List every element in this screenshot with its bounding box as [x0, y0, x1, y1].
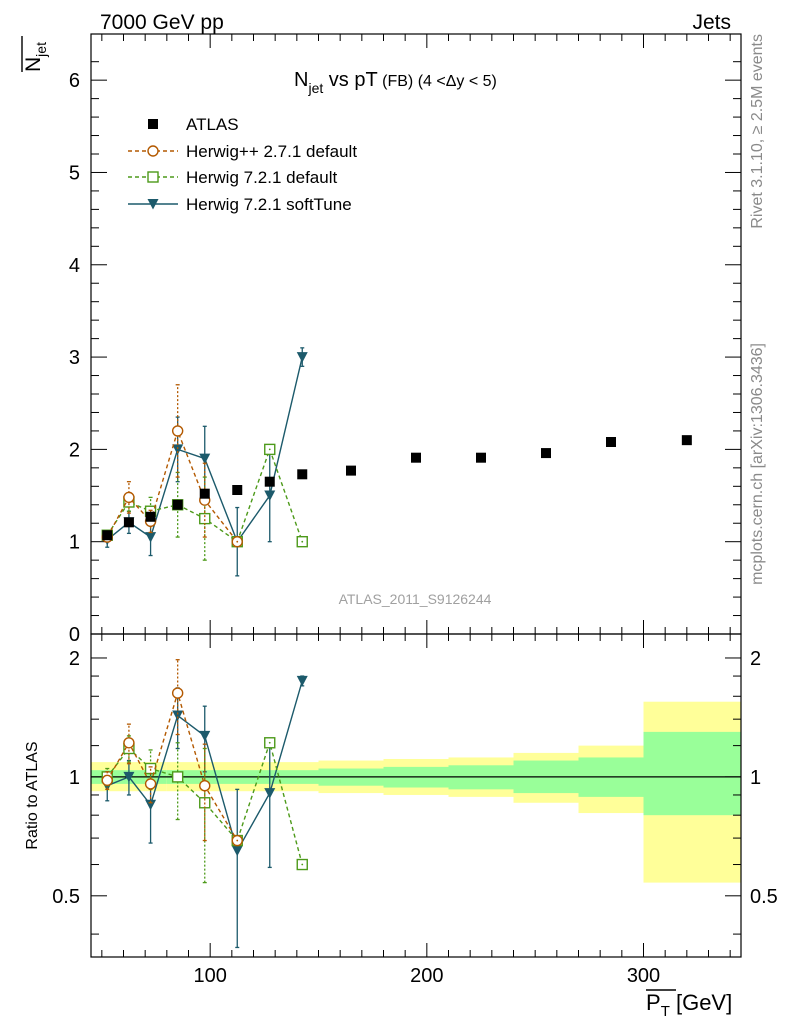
legend-label-1: Herwig++ 2.7.1 default — [186, 142, 357, 161]
main-series-1-center-dot — [236, 540, 239, 543]
main-series-0-point — [123, 517, 134, 528]
main-series-1-point — [171, 425, 184, 437]
x-label-sub: T — [661, 1003, 670, 1020]
main-series-0-point — [681, 435, 692, 446]
y-tick-label: 6 — [69, 70, 80, 92]
main-series-0-point — [232, 485, 243, 495]
x-tick-label: 200 — [410, 965, 443, 987]
uncertainty-band-inner — [643, 731, 741, 816]
x-label-main: P — [646, 990, 661, 1015]
ratio-y-tick-label-right: 0.5 — [750, 886, 778, 908]
ratio-y-tick-label-left: 1 — [69, 767, 80, 789]
legend-marker-0 — [148, 119, 158, 129]
legend-label-0: ATLAS — [186, 115, 239, 134]
header-energy-label: 7000 GeV pp — [100, 11, 224, 34]
ratio-series-2-point — [199, 730, 211, 742]
ratio-series-2-point — [123, 771, 135, 783]
main-series-0-point — [145, 511, 156, 522]
ratio-series-0-line — [106, 690, 238, 841]
ratio-y-tick-label-right: 2 — [750, 648, 761, 670]
ratio-series-2-line — [106, 680, 303, 853]
header-category-label: Jets — [692, 11, 731, 34]
chart-title: Njet vs pT (FB) (4 <Δy < 5) — [294, 69, 497, 96]
ratio-series-0-point — [171, 687, 184, 699]
ratio-series-1-center-dot — [301, 863, 304, 866]
main-series-0-point — [172, 499, 183, 510]
main-series-3-point — [296, 352, 308, 363]
main-series-0-point — [102, 530, 113, 541]
y-tick-label: 3 — [69, 347, 80, 369]
mcplots-label: mcplots.cern.ch [arXiv:1306.3436] — [749, 343, 766, 585]
title-rest: vs pT — [323, 69, 377, 91]
ratio-y-axis-label: Ratio to ATLAS — [24, 741, 41, 849]
x-tick-label: 300 — [627, 965, 660, 987]
main-series-2-center-dot — [301, 540, 304, 543]
main-series-3-point — [145, 532, 157, 543]
side-labels: Rivet 3.1.10, ≥ 2.5M events mcplots.cern.… — [749, 34, 766, 585]
title-sub: jet — [307, 80, 323, 96]
main-series-3-point — [172, 444, 184, 455]
y-tick-label: 5 — [69, 162, 80, 184]
main-series-1-line — [106, 428, 238, 543]
ratio-series-0-point — [123, 737, 135, 749]
title-cut: (FB) (4 <Δy < 5) — [378, 73, 497, 90]
x-label-rest: [GeV] — [670, 990, 732, 1015]
ratio-series-2-point — [231, 845, 243, 857]
legend-label-3: Herwig 7.2.1 softTune — [186, 195, 352, 214]
ratio-y-tick-label-left: 2 — [69, 648, 80, 670]
ratio-series-0-point — [199, 779, 211, 792]
ratio-series-2-point — [145, 799, 157, 811]
ratio-series-1-line — [106, 740, 303, 865]
legend-marker-3 — [147, 199, 159, 210]
legend-label-2: Herwig 7.2.1 default — [186, 168, 337, 187]
title-main: N — [294, 69, 308, 91]
main-series-1-point — [123, 491, 135, 504]
y-label-sub: jet — [33, 42, 49, 58]
ratio-frame — [90, 633, 742, 958]
y-label-main: N — [22, 57, 45, 72]
legend-marker-2 — [147, 171, 159, 183]
ratio-series-2-point — [172, 710, 184, 722]
ratio-y-tick-label-left: 0.5 — [52, 886, 80, 908]
ratio-plot-panel: 0.5 0.5 1 1 2 2 100 200 300 Ratio to ATLAS PT [GeV… — [24, 633, 778, 1020]
ratio-series-2-point — [264, 788, 276, 799]
main-series-0-point — [199, 488, 210, 499]
main-series-0-point — [264, 476, 275, 487]
ratio-series-0-point — [144, 778, 157, 790]
main-series-3-point — [264, 490, 276, 502]
main-series-0-point — [606, 437, 616, 447]
main-series-0-point — [346, 465, 356, 476]
x-axis-label: PT [GeV] — [646, 990, 732, 1020]
ratio-series-0-point — [101, 774, 113, 787]
main-series-2-center-dot — [268, 448, 271, 451]
analysis-watermark: ATLAS_2011_S9126244 — [339, 591, 492, 607]
ratio-y-tick-label-right: 1 — [750, 767, 761, 789]
legend: ATLAS Herwig++ 2.7.1 default Herwig 7.2.1 … — [128, 115, 357, 214]
ratio-series-1-point — [144, 762, 157, 775]
main-series-0-point — [297, 469, 308, 480]
y-tick-label: 0 — [69, 624, 80, 646]
ratio-series-2-point — [296, 675, 308, 687]
x-tick-label: 100 — [193, 965, 226, 987]
y-tick-label: 4 — [69, 255, 80, 277]
main-series-0-point — [411, 452, 421, 463]
ratio-series-1-center-dot — [268, 741, 271, 744]
y-axis-label: Njet — [21, 36, 49, 72]
ratio-series-1-point — [171, 771, 184, 783]
legend-marker-1 — [147, 145, 159, 157]
main-series-0-point — [476, 452, 486, 463]
rivet-version-label: Rivet 3.1.10, ≥ 2.5M events — [749, 34, 766, 229]
main-series-0-point — [541, 448, 551, 459]
ratio-series-0-center-dot — [236, 839, 239, 842]
y-tick-label: 2 — [69, 439, 80, 461]
main-series-3-point — [199, 453, 211, 465]
y-tick-label: 1 — [69, 532, 80, 554]
y-axis-label-text: Njet — [22, 42, 49, 72]
